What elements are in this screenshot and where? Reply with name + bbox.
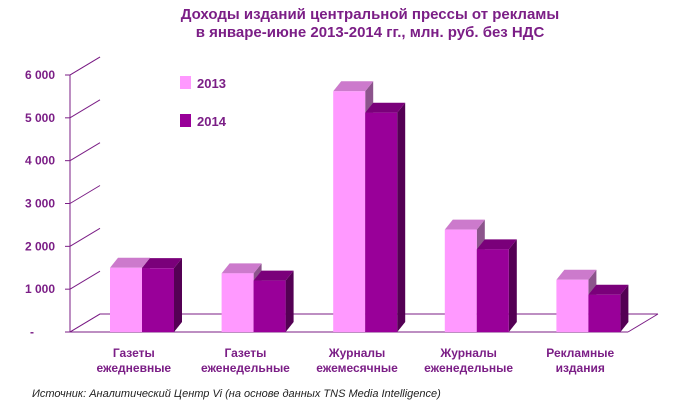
y-tick-label: 4 000 bbox=[25, 154, 55, 168]
legend-label: 2014 bbox=[197, 114, 227, 129]
legend-label: 2013 bbox=[197, 76, 226, 91]
chart-title-line-2: в январе-июне 2013-2014 гг., млн. руб. б… bbox=[195, 24, 545, 41]
bar-top-2013 bbox=[556, 269, 597, 280]
bar-top-2014 bbox=[142, 258, 182, 269]
bar-top-2013 bbox=[110, 257, 150, 268]
bar-2013 bbox=[444, 229, 477, 332]
category-label: ежемесячные bbox=[316, 361, 398, 375]
bar-side-2014 bbox=[397, 102, 406, 333]
chart-title: Доходы изданий центральной прессы от рек… bbox=[100, 6, 640, 42]
bar-side-2014 bbox=[620, 284, 629, 332]
category-label: Газеты bbox=[113, 346, 155, 360]
bar-2014 bbox=[476, 249, 509, 332]
bar-top-2014 bbox=[253, 270, 294, 281]
bar-top-2014 bbox=[588, 284, 629, 295]
bar-2014 bbox=[253, 280, 286, 332]
y-tick-label: 3 000 bbox=[25, 197, 55, 211]
bar-2013 bbox=[556, 279, 589, 332]
category-label: еженедельные bbox=[201, 361, 290, 375]
y-tick-label: 2 000 bbox=[25, 239, 55, 253]
y-depth-line bbox=[69, 99, 101, 119]
bar-top-2013 bbox=[444, 219, 485, 230]
y-depth-line bbox=[69, 56, 101, 76]
source-note: Источник: Аналитический Центр Vi (на осн… bbox=[32, 388, 441, 400]
bar-top-2014 bbox=[476, 239, 517, 250]
bar-top-2013 bbox=[221, 263, 262, 274]
y-tick-label: 6 000 bbox=[25, 68, 55, 82]
bar-top-2013 bbox=[333, 81, 374, 92]
category-label: издания bbox=[556, 361, 605, 375]
category-label: Журналы bbox=[328, 346, 385, 360]
y-tick-label: - bbox=[30, 325, 34, 339]
chart-title-line-1: Доходы изданий центральной прессы от рек… bbox=[180, 6, 560, 23]
y-depth-line bbox=[69, 185, 101, 204]
bar-2013 bbox=[110, 267, 142, 332]
y-tick-label: 1 000 bbox=[25, 282, 55, 296]
category-label: Рекламные bbox=[546, 346, 614, 360]
bar-2013 bbox=[221, 273, 254, 332]
bar-2014 bbox=[588, 294, 621, 332]
category-label: Журналы bbox=[439, 346, 496, 360]
y-tick-label: 5 000 bbox=[25, 111, 55, 125]
y-depth-line bbox=[69, 142, 101, 162]
category-label: ежедневные bbox=[96, 361, 171, 375]
bar-2014 bbox=[142, 268, 174, 332]
bar-side-2014 bbox=[508, 239, 517, 332]
category-label: Газеты bbox=[224, 346, 266, 360]
category-label: еженедельные bbox=[424, 361, 513, 375]
legend-swatch-2013 bbox=[180, 76, 191, 89]
y-depth-line bbox=[69, 270, 101, 290]
bar-side-2014 bbox=[285, 270, 294, 332]
legend-swatch-2014 bbox=[180, 114, 191, 127]
bar-side-2014 bbox=[174, 258, 182, 332]
y-depth-line bbox=[69, 227, 101, 247]
y-depth-line bbox=[69, 313, 101, 333]
bar-2014 bbox=[365, 112, 398, 333]
bar-2013 bbox=[333, 91, 366, 332]
bar-top-2014 bbox=[365, 102, 406, 113]
